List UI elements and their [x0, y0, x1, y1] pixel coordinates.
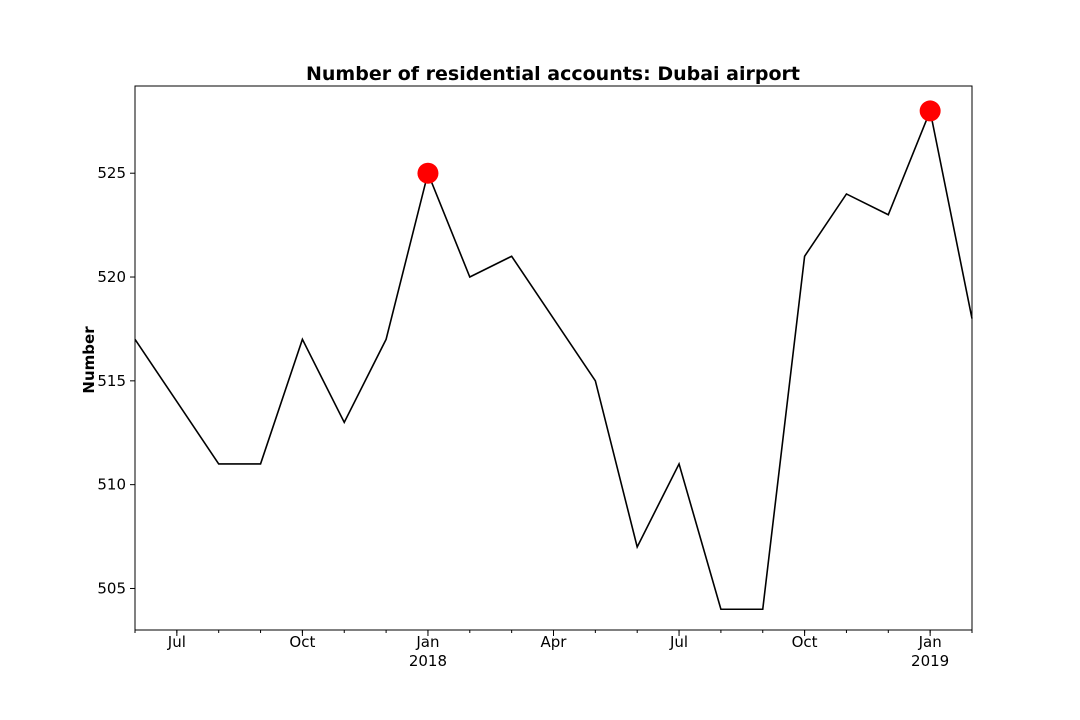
y-tick-label: 515	[97, 372, 126, 390]
x-tick-label: Oct	[289, 633, 315, 651]
y-tick-label: 505	[97, 579, 126, 597]
plot-frame	[134, 85, 973, 631]
y-tick-label: 520	[97, 268, 126, 286]
y-axis-title: Number	[80, 326, 98, 394]
x-tick-label: Jan	[415, 633, 439, 651]
x-tick-label: Jul	[669, 633, 688, 651]
x-tick-label: Apr	[541, 633, 568, 651]
x-tick-label: Oct	[792, 633, 818, 651]
x-tick-label: Jan	[918, 633, 942, 651]
y-tick-label: 525	[97, 164, 126, 182]
series-line	[134, 108, 973, 611]
highlight-point	[919, 100, 941, 122]
y-tick-label: 510	[97, 476, 126, 494]
x-tick-label: Jul	[167, 633, 186, 651]
x-tick-year-label: 2018	[409, 652, 447, 670]
x-tick-year-label: 2019	[911, 652, 949, 670]
chart-title: Number of residential accounts: Dubai ai…	[306, 63, 800, 85]
highlight-point	[417, 162, 439, 184]
